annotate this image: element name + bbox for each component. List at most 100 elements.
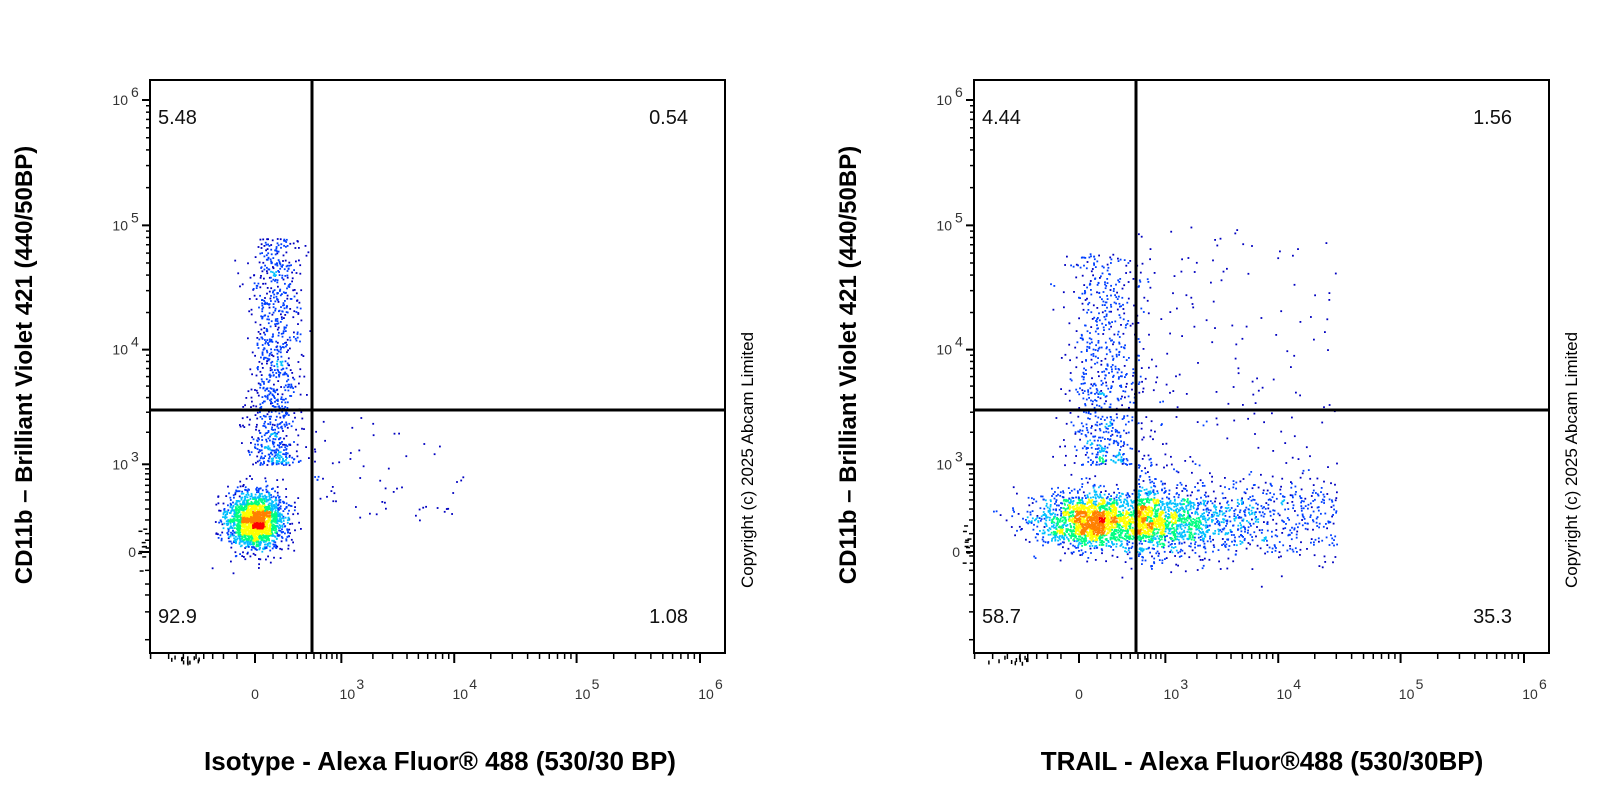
event-point (1042, 536, 1045, 539)
event-point (1063, 538, 1065, 541)
event-point (1099, 496, 1102, 498)
event-point (1084, 512, 1087, 515)
event-point (263, 525, 266, 528)
event-point (1054, 515, 1056, 518)
event-point (1055, 509, 1057, 512)
event-point (235, 503, 238, 506)
axis-pileup-mark (138, 530, 143, 533)
event-point (1027, 522, 1030, 525)
event-point (265, 426, 267, 429)
event-point (1075, 547, 1077, 549)
event-point (237, 529, 239, 532)
event-point (1058, 537, 1061, 539)
event-point (1125, 551, 1128, 553)
event-point (244, 530, 246, 533)
event-point (263, 504, 266, 507)
event-point (253, 537, 256, 540)
event-point (273, 513, 276, 515)
event-point (279, 288, 282, 291)
event-point (227, 522, 230, 525)
event-point (266, 534, 268, 537)
event-point (1111, 522, 1114, 524)
event-point (258, 558, 260, 560)
event-point (284, 516, 287, 519)
event-point (1105, 527, 1108, 530)
event-point (1281, 503, 1284, 506)
event-point (266, 329, 269, 331)
event-point (1118, 497, 1120, 499)
event-point (245, 532, 248, 535)
event-point (279, 294, 282, 297)
event-point (233, 531, 236, 534)
event-point (300, 411, 303, 414)
event-point (269, 399, 271, 402)
event-point (277, 453, 279, 455)
event-point (242, 512, 245, 515)
event-point (290, 538, 293, 541)
event-point (283, 453, 286, 456)
event-point (244, 488, 246, 491)
event-point (280, 306, 282, 308)
event-point (274, 419, 277, 421)
event-point (330, 490, 333, 492)
event-point (243, 542, 246, 545)
event-point (1122, 518, 1124, 520)
event-point (1153, 508, 1156, 510)
event-point (285, 245, 287, 248)
event-point (257, 437, 260, 439)
event-point (1170, 512, 1173, 514)
event-point (266, 318, 269, 321)
event-point (1212, 511, 1215, 514)
event-point (275, 513, 278, 516)
event-point (1063, 502, 1066, 505)
event-point (226, 511, 229, 513)
event-point (288, 264, 291, 267)
event-point (291, 280, 293, 283)
event-point (1092, 518, 1094, 521)
event-point (276, 341, 279, 344)
event-point (258, 520, 260, 523)
event-point (1107, 540, 1109, 542)
event-point (1077, 524, 1080, 527)
event-point (242, 406, 245, 408)
event-point (1183, 529, 1185, 532)
y-tick-label: 10 (112, 92, 128, 108)
event-point (331, 486, 334, 488)
event-point (278, 350, 280, 353)
event-point (314, 450, 317, 453)
event-point (1013, 511, 1015, 513)
event-point (275, 503, 278, 506)
event-point (314, 476, 316, 478)
event-point (264, 342, 267, 345)
event-point (1118, 492, 1121, 494)
event-point (255, 284, 258, 287)
event-point (274, 511, 276, 513)
event-point (268, 539, 270, 542)
event-point (239, 285, 241, 288)
event-point (233, 515, 235, 518)
event-point (1112, 506, 1114, 509)
event-point (269, 534, 272, 537)
event-point (1131, 521, 1134, 524)
event-point (258, 505, 261, 507)
event-point (257, 496, 260, 499)
event-point (1040, 515, 1043, 518)
event-point (250, 406, 252, 408)
event-point (244, 497, 246, 500)
event-point (231, 527, 234, 529)
event-point (277, 431, 280, 434)
event-point (1179, 550, 1182, 553)
event-point (1115, 507, 1118, 509)
event-point (1052, 518, 1055, 520)
event-point (1067, 514, 1070, 517)
event-point (1045, 516, 1048, 519)
event-point (232, 494, 235, 497)
event-point (257, 515, 260, 517)
event-point (247, 262, 249, 265)
event-point (251, 351, 254, 354)
event-point (260, 374, 263, 376)
event-point (264, 494, 266, 497)
event-point (1187, 528, 1190, 531)
event-point (256, 526, 259, 529)
event-point (1200, 523, 1203, 525)
